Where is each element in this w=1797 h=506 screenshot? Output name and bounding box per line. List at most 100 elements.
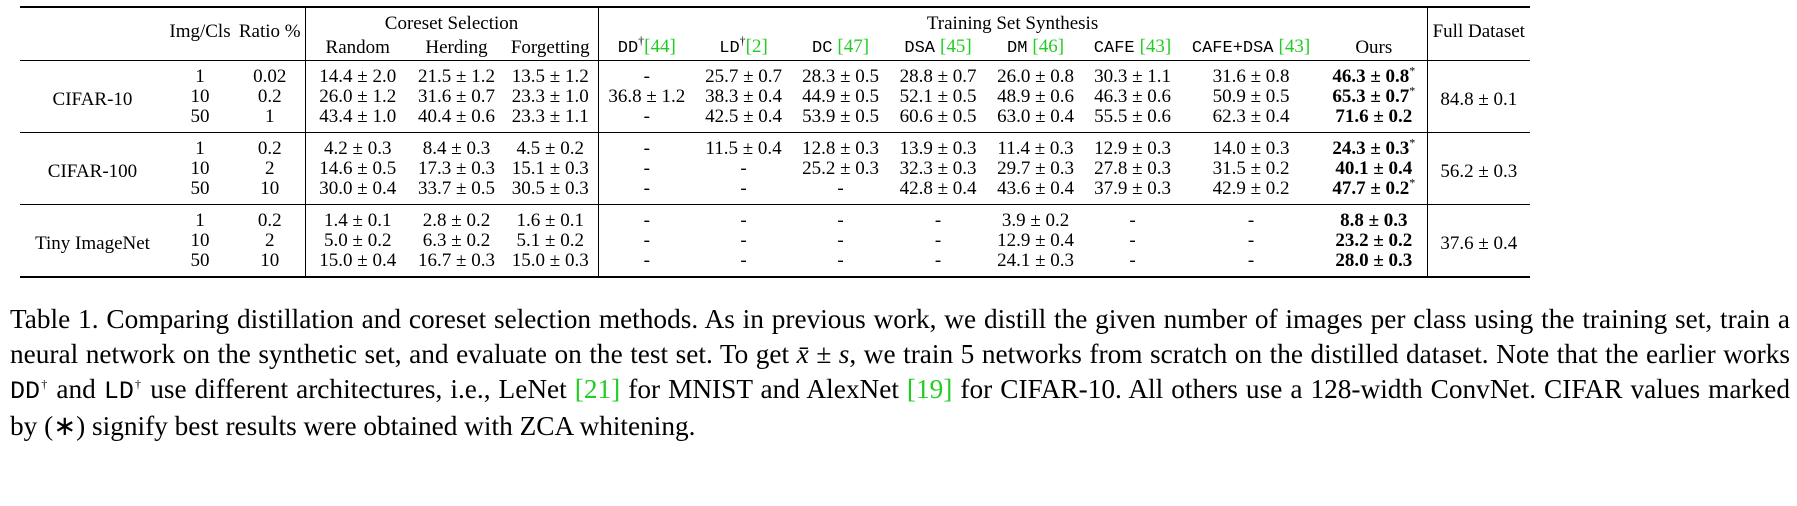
result-cell: 15.1 ± 0.3 xyxy=(511,158,589,179)
method-ref: [43] xyxy=(1139,36,1172,57)
result-cell: - xyxy=(1129,230,1136,251)
dataset-group: CIFAR-10 1 0.02 14.4 ± 2.0 21.5 ± 1.2 13.5 ± … xyxy=(20,60,1531,133)
result-cell: 23.3 ± 1.0 xyxy=(511,86,589,107)
result-cell: 27.8 ± 0.3 xyxy=(1094,158,1171,179)
ours-cell: 28.0 ± 0.3 xyxy=(1321,251,1427,277)
result-cell: 16.7 ± 0.3 xyxy=(418,250,495,271)
result-cell: 28.8 ± 0.7 xyxy=(899,66,977,87)
ours-cell: 65.3 ± 0.7* xyxy=(1321,83,1427,107)
result-cell: 53.9 ± 0.5 xyxy=(802,106,879,127)
method-name: CAFE+DSA xyxy=(1191,39,1274,58)
table-wrap: Img/Cls Ratio % Coreset Selection Training … xyxy=(20,6,1531,278)
img-cls: 10 xyxy=(190,230,210,251)
method-header: CAFE [43] xyxy=(1084,36,1181,61)
result-cell: - xyxy=(597,179,696,205)
result-cell: 11.4 ± 0.3 xyxy=(997,138,1074,159)
result-cell: 25.7 ± 0.7 xyxy=(705,66,782,87)
result-cell: - xyxy=(1247,210,1255,231)
result-cell: - xyxy=(597,107,696,133)
result-cell: 14.6 ± 0.5 xyxy=(304,159,410,179)
result-cell: 38.3 ± 0.4 xyxy=(705,86,782,107)
caption-text: and xyxy=(48,374,104,404)
result-cell: 14.4 ± 2.0 xyxy=(304,60,410,87)
method-header: DC [47] xyxy=(792,36,889,61)
full-dataset: 56.2 ± 0.3 xyxy=(1426,132,1531,205)
result-cell: - xyxy=(934,210,942,231)
method-ref: [47] xyxy=(837,36,870,57)
result-cell: 31.6 ± 0.8 xyxy=(1212,66,1290,87)
method-sup: † xyxy=(638,33,645,48)
dataset-group: Tiny ImageNet 1 0.2 1.4 ± 0.1 2.8 ± 0.2 1.6 ±… xyxy=(20,204,1531,277)
result-cell: 12.9 ± 0.4 xyxy=(997,230,1074,251)
result-cell: 31.6 ± 0.7 xyxy=(418,86,495,107)
result-cell: 60.6 ± 0.5 xyxy=(899,106,977,127)
method-ref: [45] xyxy=(940,36,972,57)
result-cell: - xyxy=(934,250,942,271)
method-header: Random xyxy=(304,36,410,61)
result-cell: 37.9 ± 0.3 xyxy=(1094,178,1171,199)
caption-method: LD xyxy=(103,377,134,406)
method-name: DSA xyxy=(904,39,935,58)
table-row: 50 10 15.0 ± 0.4 16.7 ± 0.3 15.0 ± 0.3- - - -24… xyxy=(20,251,1530,277)
result-cell: 42.9 ± 0.2 xyxy=(1212,178,1290,199)
result-cell: 13.9 ± 0.3 xyxy=(899,138,977,159)
header-row: Random Herding Forgetting DD†[44] LD†[2] DC [4… xyxy=(20,33,1530,61)
method-header: CAFE+DSA [43] xyxy=(1181,36,1321,61)
method-name: Forgetting xyxy=(510,37,590,58)
img-cls: 10 xyxy=(190,158,210,179)
table-row: 10 2 14.6 ± 0.5 17.3 ± 0.3 15.1 ± 0.3- -25.2 … xyxy=(20,159,1530,179)
result-cell: 28.3 ± 0.5 xyxy=(802,66,879,87)
ours-value: 28.0 ± 0.3 xyxy=(1335,250,1413,271)
group-title: Training Set Synthesis xyxy=(597,7,1428,36)
result-cell: 13.5 ± 1.2 xyxy=(511,66,589,87)
table-row: 10 2 5.0 ± 0.2 6.3 ± 0.2 5.1 ± 0.2- - - -12.9 ±… xyxy=(20,231,1530,251)
method-name: LD xyxy=(719,39,740,58)
caption-text: for MNIST and AlexNet xyxy=(620,374,907,404)
ours-value: 24.3 ± 0.3 xyxy=(1332,138,1410,159)
result-cell: 55.5 ± 0.6 xyxy=(1094,106,1171,127)
caption-ref: [19] xyxy=(906,374,953,404)
method-ref: [43] xyxy=(1278,36,1311,57)
method-header: DSA [45] xyxy=(889,36,987,61)
method-name: DC xyxy=(812,39,833,58)
result-cell: 30.0 ± 0.4 xyxy=(304,179,410,205)
result-cell: 12.8 ± 0.3 xyxy=(802,138,879,159)
ours-value: 40.1 ± 0.4 xyxy=(1335,158,1413,179)
result-cell: 14.0 ± 0.3 xyxy=(1212,138,1290,159)
result-cell: - xyxy=(740,250,747,271)
ours-value: 23.2 ± 0.2 xyxy=(1335,230,1413,251)
dataset-name: CIFAR-10 xyxy=(52,88,133,110)
ours-cell: 24.3 ± 0.3* xyxy=(1321,133,1427,160)
method-header: Forgetting xyxy=(503,36,598,61)
ratio: 0.2 xyxy=(257,210,282,231)
full-dataset: 37.6 ± 0.4 xyxy=(1426,204,1531,277)
result-cell: 12.9 ± 0.3 xyxy=(1094,138,1171,159)
img-cls: 50 xyxy=(190,106,210,127)
result-cell: 4.5 ± 0.2 xyxy=(516,138,584,159)
ours-star: * xyxy=(1409,83,1416,98)
method-name: Herding xyxy=(425,37,488,58)
ours-cell: 71.6 ± 0.2 xyxy=(1321,107,1427,133)
result-cell: - xyxy=(934,230,942,251)
result-cell: 40.4 ± 0.6 xyxy=(418,106,495,127)
header-img-cls: Img/Cls xyxy=(169,21,231,42)
result-cell: 8.4 ± 0.3 xyxy=(422,138,491,159)
result-cell: - xyxy=(837,178,844,199)
ours-cell: 40.1 ± 0.4 xyxy=(1321,159,1427,179)
result-cell: 32.3 ± 0.3 xyxy=(899,158,977,179)
result-cell: - xyxy=(597,60,696,87)
ours-value: 47.7 ± 0.2 xyxy=(1332,178,1410,199)
ours-cell: 23.2 ± 0.2 xyxy=(1321,231,1427,251)
result-cell: - xyxy=(597,204,696,231)
dataset-name: Tiny ImageNet xyxy=(35,232,150,254)
caption-math: x̄ ± s xyxy=(796,339,850,369)
result-cell: 25.2 ± 0.3 xyxy=(802,158,879,179)
result-cell: 30.3 ± 1.1 xyxy=(1094,66,1171,87)
result-cell: 11.5 ± 0.4 xyxy=(705,138,782,159)
method-name: Random xyxy=(325,37,390,58)
ratio: 10 xyxy=(260,250,280,271)
result-cell: 52.1 ± 0.5 xyxy=(899,86,977,107)
full-dataset: 84.8 ± 0.1 xyxy=(1426,60,1531,133)
header-cell xyxy=(20,7,165,61)
method-header: Herding xyxy=(410,36,503,61)
